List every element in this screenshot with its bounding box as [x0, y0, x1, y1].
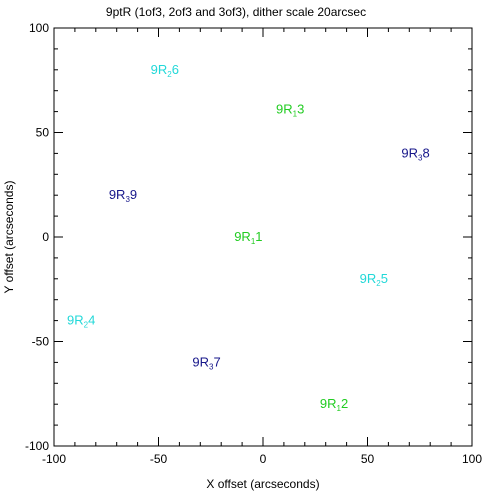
data-point-label: 9R25 [360, 271, 388, 288]
y-tick-label: 100 [29, 21, 49, 35]
y-tick-label: 50 [36, 126, 50, 140]
plot-frame [53, 27, 473, 447]
y-axis-ticks: -100 -50 0 50 100 [25, 21, 472, 453]
x-axis-ticks: -100 -50 0 50 100 [42, 28, 482, 466]
x-tick-label: 100 [462, 452, 482, 466]
data-point-label: 9R38 [401, 145, 429, 162]
data-point-label: 9R13 [276, 102, 304, 119]
x-tick-label: -50 [150, 452, 168, 466]
x-tick-label: 0 [260, 452, 267, 466]
chart-title: 9ptR (1of3, 2of3 and 3of3), dither scale… [106, 5, 366, 19]
data-point-label: 9R12 [320, 396, 348, 413]
data-point-label: 9R11 [234, 229, 262, 246]
data-point-label: 9R37 [192, 354, 220, 371]
x-tick-label: 50 [361, 452, 375, 466]
y-tick-label: 0 [42, 230, 49, 244]
data-point-label: 9R39 [109, 187, 137, 204]
y-tick-label: -50 [32, 335, 50, 349]
data-point-label: 9R26 [151, 62, 179, 79]
x-axis-label: X offset (arcseconds) [206, 477, 319, 491]
x-tick-label: -100 [42, 452, 66, 466]
data-point-label: 9R24 [67, 313, 95, 330]
y-tick-label: -100 [25, 439, 49, 453]
data-points: 9R11 9R12 9R13 9R24 9R25 9R26 9R37 9R38 9R39 [67, 62, 430, 413]
y-axis-label: Y offset (arcseconds) [2, 181, 16, 294]
